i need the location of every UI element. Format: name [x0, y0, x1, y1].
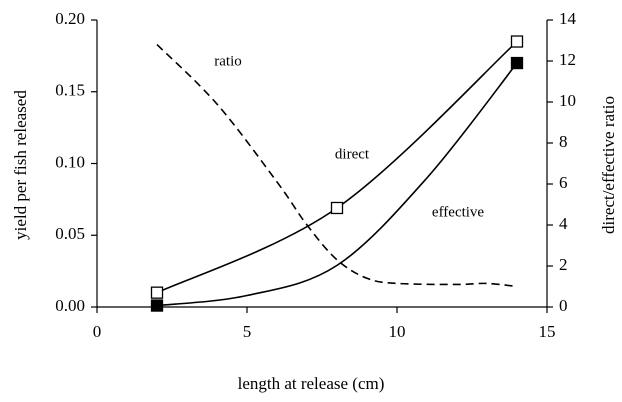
- series-label: effective: [432, 204, 485, 220]
- series-line: [156, 44, 518, 288]
- series-line: [156, 62, 518, 307]
- y2-tick-label: 8: [559, 132, 568, 151]
- y-tick-label: 0.00: [55, 296, 85, 315]
- marker: [150, 299, 164, 312]
- x-axis-label: length at release (cm): [238, 374, 385, 393]
- series-label: ratio: [214, 53, 242, 69]
- x-tick-label: 0: [93, 322, 102, 341]
- y2-tick-label: 2: [559, 255, 568, 274]
- y2-axis-label: direct/effective ratio: [599, 96, 618, 234]
- x-tick-label: 5: [243, 322, 252, 341]
- x-tick-label: 15: [539, 322, 556, 341]
- y-tick-label: 0.05: [55, 224, 85, 243]
- series-line: [156, 40, 518, 294]
- y2-tick-label: 4: [559, 214, 568, 233]
- y2-tick-label: 10: [559, 91, 576, 110]
- y-tick-label: 0.15: [55, 81, 85, 100]
- marker: [330, 201, 344, 215]
- y2-tick-label: 12: [559, 50, 576, 69]
- y2-tick-label: 0: [559, 296, 568, 315]
- y-axis-label: yield per fish released: [11, 90, 30, 240]
- y2-tick-label: 14: [559, 9, 577, 28]
- series-label: direct: [335, 146, 370, 162]
- y-tick-label: 0.20: [55, 9, 85, 28]
- y2-tick-label: 6: [559, 173, 568, 192]
- marker: [150, 286, 164, 299]
- marker: [510, 56, 524, 70]
- marker: [510, 35, 524, 48]
- x-tick-label: 10: [389, 322, 406, 341]
- y-tick-label: 0.10: [55, 152, 85, 171]
